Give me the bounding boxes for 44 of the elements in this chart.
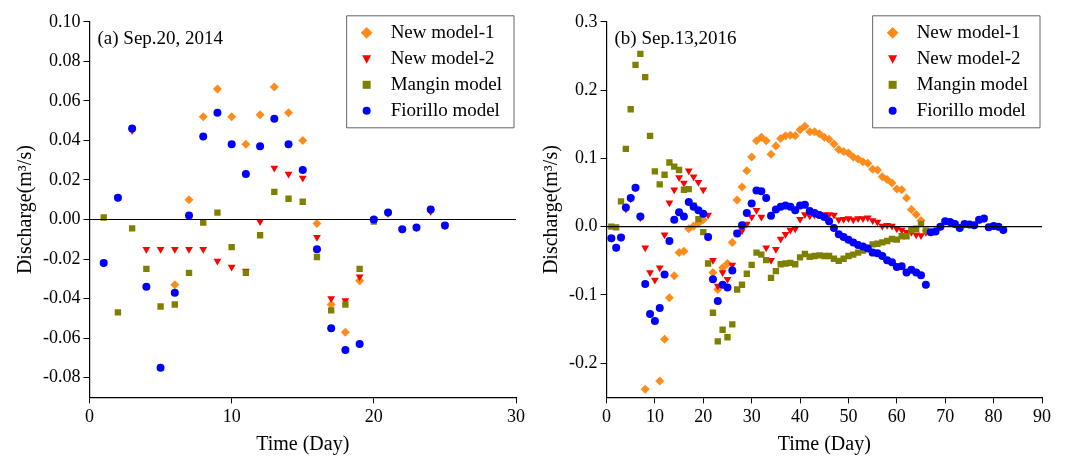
y-tick-label: 0.3 xyxy=(574,10,598,31)
y-tick-label: -0.02 xyxy=(42,247,81,268)
legend-label: New model-2 xyxy=(390,46,495,68)
y-tick-label: -0.04 xyxy=(42,287,81,308)
y-tick-label: -0.06 xyxy=(42,326,81,347)
x-axis-title: Time (Day) xyxy=(777,432,871,456)
y-tick-label: 0.0 xyxy=(574,215,598,236)
x-tick-label: 50 xyxy=(839,405,858,426)
y-tick-label: 0.02 xyxy=(48,168,81,189)
legend-label: New model-1 xyxy=(916,20,1021,42)
y-tick-label: 0.10 xyxy=(48,10,81,31)
legend-label: Mangin model xyxy=(916,72,1029,94)
legend-label: Fiorillo model xyxy=(390,98,500,120)
x-tick-label: 40 xyxy=(791,405,810,426)
x-tick-label: 10 xyxy=(222,405,241,426)
y-tick-label: 0.00 xyxy=(48,208,81,229)
x-tick-label: 80 xyxy=(984,405,1003,426)
x-axis-title: Time (Day) xyxy=(256,432,350,456)
y-tick-label: 0.08 xyxy=(48,50,81,71)
legend-label: Mangin model xyxy=(390,72,503,94)
x-tick-label: 90 xyxy=(1033,405,1051,426)
y-axis-title: Discharge(m³/s) xyxy=(13,145,37,275)
x-tick-label: 0 xyxy=(84,405,94,426)
y-tick-label: 0.1 xyxy=(574,147,598,168)
legend-label: Fiorillo model xyxy=(916,98,1026,120)
x-tick-label: 60 xyxy=(887,405,906,426)
x-tick-label: 20 xyxy=(694,405,713,426)
x-tick-label: 30 xyxy=(507,405,525,426)
x-tick-label: 10 xyxy=(645,405,664,426)
y-tick-label: -0.08 xyxy=(42,366,81,387)
x-tick-label: 30 xyxy=(742,405,761,426)
y-tick-label: 0.2 xyxy=(574,78,598,99)
chart-title: (a) Sep.20, 2014 xyxy=(97,27,224,50)
y-tick-label: -0.1 xyxy=(568,283,598,304)
legend-label: New model-1 xyxy=(390,20,495,42)
y-tick-label: 0.04 xyxy=(48,129,81,150)
y-tick-label: 0.06 xyxy=(48,89,81,110)
y-tick-label: -0.2 xyxy=(568,351,598,372)
x-tick-label: 20 xyxy=(364,405,383,426)
chart-title: (b) Sep.13,2016 xyxy=(614,27,737,50)
x-tick-label: 70 xyxy=(936,405,955,426)
legend-label: New model-2 xyxy=(916,46,1021,68)
x-tick-label: 0 xyxy=(601,405,611,426)
y-axis-title: Discharge(m³/s) xyxy=(539,145,563,275)
